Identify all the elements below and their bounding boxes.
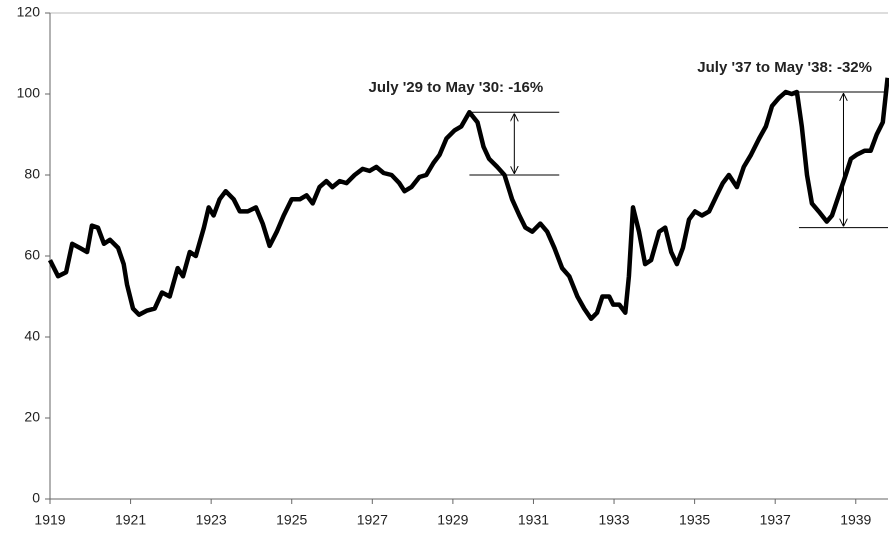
y-tick-label: 20 <box>24 409 40 425</box>
y-tick-label: 120 <box>17 4 41 20</box>
line-series <box>47 77 889 322</box>
x-tick-label: 1919 <box>34 512 65 528</box>
x-tick-label: 1927 <box>357 512 388 528</box>
x-tick-label: 1933 <box>598 512 629 528</box>
y-tick-label: 60 <box>24 247 40 263</box>
y-tick-label: 40 <box>24 328 40 344</box>
x-tick-label: 1939 <box>840 512 871 528</box>
annotation-text: July '29 to May '30: -16% <box>369 79 544 96</box>
x-tick-label: 1929 <box>437 512 468 528</box>
y-tick-label: 80 <box>24 166 40 182</box>
x-tick-label: 1937 <box>760 512 791 528</box>
x-tick-label: 1925 <box>276 512 307 528</box>
annotation-text: July '37 to May '38: -32% <box>697 59 872 76</box>
x-tick-label: 1931 <box>518 512 549 528</box>
x-tick-label: 1921 <box>115 512 146 528</box>
x-tick-label: 1935 <box>679 512 710 528</box>
y-tick-label: 0 <box>32 490 40 506</box>
x-tick-label: 1923 <box>196 512 227 528</box>
y-tick-label: 100 <box>17 85 41 101</box>
